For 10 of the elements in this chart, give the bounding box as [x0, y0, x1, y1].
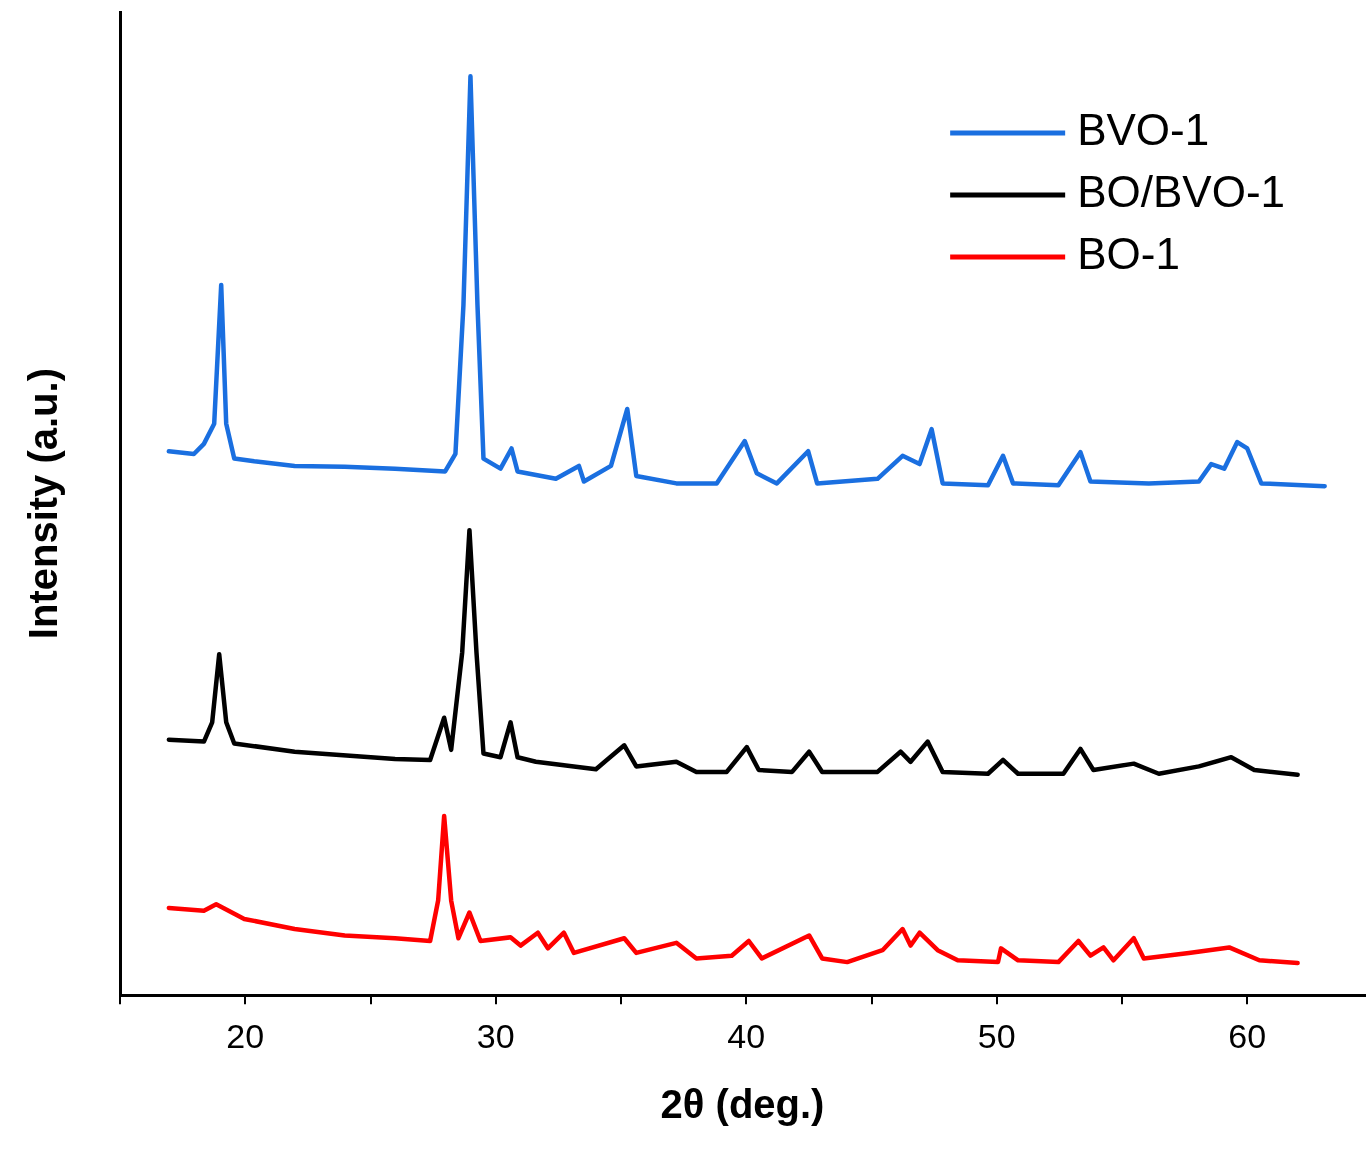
- x-axis-title: 2θ (deg.): [660, 1082, 825, 1127]
- x-tick-label: 60: [1228, 1016, 1267, 1055]
- x-tick-label: 50: [977, 1016, 1016, 1055]
- y-axis-title: Intensity (a.u.): [21, 368, 66, 640]
- legend-label: BO/BVO-1: [1077, 167, 1285, 217]
- x-tick-label: 40: [727, 1016, 766, 1055]
- x-tick-label: 20: [226, 1016, 265, 1055]
- x-tick-label: 30: [476, 1016, 515, 1055]
- legend-label: BO-1: [1077, 229, 1180, 279]
- legend-label: BVO-1: [1077, 105, 1210, 155]
